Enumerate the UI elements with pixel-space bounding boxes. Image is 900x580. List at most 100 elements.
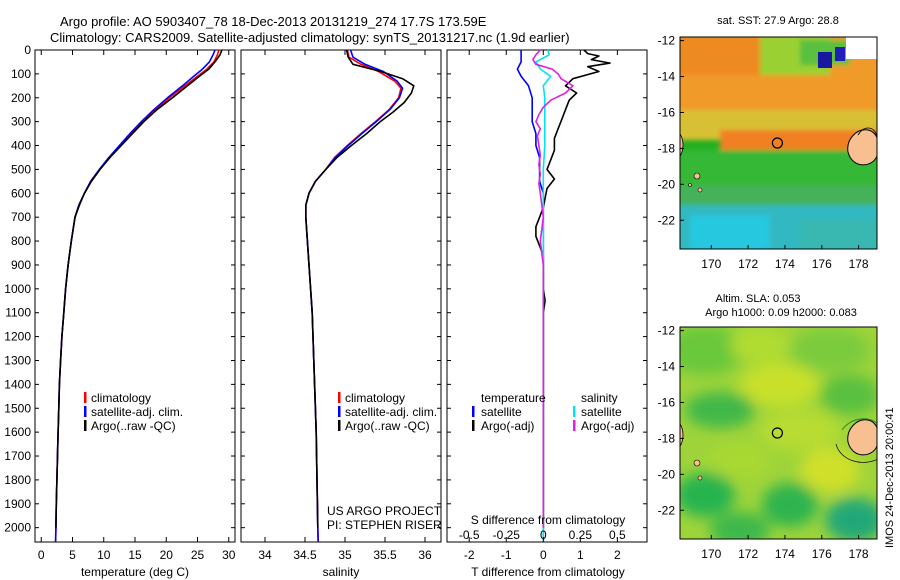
y-tick-label: 1100 bbox=[5, 306, 31, 320]
map-x-tick-label: 174 bbox=[775, 257, 795, 271]
x-tick-label: 34.5 bbox=[293, 548, 317, 562]
map-y-tick-label: -22 bbox=[658, 503, 676, 517]
x-tick-label: 20 bbox=[160, 548, 174, 562]
y-tick-label: 100 bbox=[11, 67, 31, 81]
legend-swatch-climatology bbox=[338, 392, 341, 403]
salinity-legend: climatology satellite-adj. clim. Argo(..… bbox=[338, 391, 437, 433]
temperature-xlabel: temperature (deg C) bbox=[81, 565, 189, 579]
y-tick-label: 300 bbox=[11, 115, 31, 129]
sla-map-frame bbox=[679, 326, 878, 540]
legend-swatch-climatology bbox=[84, 392, 87, 403]
sla-field bbox=[680, 327, 877, 539]
x-tick-label: 5 bbox=[69, 548, 76, 562]
legend-label-satellite: satellite-adj. clim. bbox=[345, 405, 437, 419]
sst-missing-patch bbox=[846, 37, 877, 59]
y-tick-label: 1600 bbox=[4, 425, 31, 439]
imos-timestamp: IMOS 24-Dec-2013 20:00:41 bbox=[884, 407, 896, 548]
s-tick-label: 0 bbox=[540, 528, 547, 542]
y-tick-label: 1700 bbox=[4, 449, 31, 463]
legend-label-t-satellite: satellite bbox=[481, 405, 522, 419]
map-y-tick-label: -12 bbox=[658, 324, 676, 338]
s-tick-label: -0.25 bbox=[493, 528, 521, 542]
map-x-tick-label: 172 bbox=[738, 547, 758, 561]
x-tick-label: 30 bbox=[222, 548, 236, 562]
map-x-tick-label: 170 bbox=[701, 257, 721, 271]
legend-title-temperature: temperature bbox=[481, 391, 546, 405]
x-tick-label: 0 bbox=[38, 548, 45, 562]
salinity-xlabel: salinity bbox=[323, 565, 360, 579]
argo-position-marker bbox=[771, 427, 784, 439]
y-tick-label: 1800 bbox=[4, 473, 31, 487]
legend-swatch-satellite bbox=[338, 406, 341, 417]
x-tick-label: 25 bbox=[191, 548, 205, 562]
legend-label-s-argo: Argo(-adj) bbox=[581, 419, 634, 433]
map-x-tick-label: 174 bbox=[775, 547, 795, 561]
s-tick-label: 0.25 bbox=[569, 528, 593, 542]
map-x-tick-label: 178 bbox=[849, 547, 869, 561]
legend-swatch-t-argo bbox=[472, 420, 475, 431]
series-line-t-argo-adj bbox=[535, 49, 611, 528]
temperature-panel: 0 5 10 15 20 25 30 0 100 200 300 400 500 600 700 800 90… bbox=[4, 43, 235, 579]
figure-title-line1: Argo profile: AO 5903407_78 18-Dec-2013 … bbox=[60, 14, 487, 29]
x-tick-label: 35 bbox=[338, 548, 352, 562]
temperature-diff-legend: temperature satellite Argo(-adj) bbox=[472, 391, 546, 433]
map-x-tick-label: 178 bbox=[849, 257, 869, 271]
y-tick-label: 600 bbox=[11, 186, 31, 200]
s-tick-label: 0.5 bbox=[609, 528, 626, 542]
legend-label-s-satellite: satellite bbox=[581, 405, 622, 419]
series-line-t-satellite bbox=[516, 50, 545, 542]
map-y-tick-label: -14 bbox=[658, 70, 676, 84]
x-tick-label: 36 bbox=[418, 548, 432, 562]
temperature-legend: climatology satellite-adj. clim. Argo(..… bbox=[84, 391, 183, 433]
sst-map-frame bbox=[679, 36, 878, 250]
map-y-tick-label: -16 bbox=[658, 105, 676, 119]
sla-map-title: Altim. SLA: 0.053 bbox=[716, 293, 801, 305]
legend-swatch-t-satellite bbox=[472, 406, 475, 417]
y-tick-label: 1300 bbox=[4, 353, 31, 367]
salinity-panel: 34 34.5 35 35.5 36 salinity climatology sate… bbox=[240, 49, 442, 579]
difference-panel: -2 -1 0 1 2 -0.5 -0.25 0 0.25 0.5 S difference f… bbox=[446, 49, 648, 579]
legend-label-climatology: climatology bbox=[91, 391, 151, 405]
y-tick-label: 1000 bbox=[4, 282, 31, 296]
y-tick-label: 1500 bbox=[4, 401, 31, 415]
sla-map-panel: Altim. SLA: 0.053 Argo h1000: 0.09 h2000… bbox=[658, 293, 878, 561]
x-tick-label: 34 bbox=[258, 548, 272, 562]
sst-map-panel: sat. SST: 27.9 Argo: 28.8 bbox=[658, 15, 878, 271]
y-tick-label: 200 bbox=[11, 91, 31, 105]
y-tick-label: 700 bbox=[11, 210, 31, 224]
series-line-argo-raw-qc bbox=[55, 49, 223, 528]
sla-map-subtitle: Argo h1000: 0.09 h2000: 0.083 bbox=[705, 307, 857, 319]
salinity-diff-legend: salinity satellite Argo(-adj) bbox=[573, 391, 634, 433]
map-y-tick-label: -12 bbox=[658, 34, 676, 48]
map-x-tick-label: 176 bbox=[812, 257, 832, 271]
s-difference-label: S difference from climatology bbox=[471, 513, 626, 527]
series-line-satellite-adj-clim bbox=[305, 49, 404, 543]
y-tick-label: 500 bbox=[11, 162, 31, 176]
map-y-tick-label: -14 bbox=[658, 360, 676, 374]
legend-swatch-argo bbox=[84, 420, 87, 431]
map-x-tick-label: 170 bbox=[701, 547, 721, 561]
difference-plot-frame bbox=[446, 49, 648, 543]
map-y-tick-label: -16 bbox=[658, 395, 676, 409]
x-tick-label: -1 bbox=[501, 548, 512, 562]
sst-field bbox=[680, 37, 877, 249]
series-line-s-argo-adj bbox=[532, 49, 574, 528]
s-tick-label: -0.5 bbox=[459, 528, 480, 542]
series-line-argo-raw-qc bbox=[305, 49, 415, 528]
legend-swatch-s-argo bbox=[573, 420, 576, 431]
x-tick-label: 0 bbox=[540, 548, 547, 562]
legend-title-salinity: salinity bbox=[581, 391, 618, 405]
figure-title-line2: Climatology: CARS2009. Satellite-adjuste… bbox=[50, 30, 570, 45]
legend-label-satellite: satellite-adj. clim. bbox=[91, 405, 183, 419]
map-y-tick-label: -18 bbox=[658, 431, 676, 445]
map-x-tick-label: 176 bbox=[812, 547, 832, 561]
legend-label-argo: Argo(..raw -QC) bbox=[345, 419, 430, 433]
sst-missing-patch bbox=[835, 47, 845, 61]
legend-swatch-s-satellite bbox=[573, 406, 576, 417]
pi-annotation: PI: STEPHEN RISER bbox=[327, 518, 442, 532]
x-tick-label: 35.5 bbox=[373, 548, 397, 562]
legend-swatch-argo bbox=[338, 420, 341, 431]
x-tick-label: 10 bbox=[97, 548, 111, 562]
series-line-climatology bbox=[305, 49, 402, 543]
